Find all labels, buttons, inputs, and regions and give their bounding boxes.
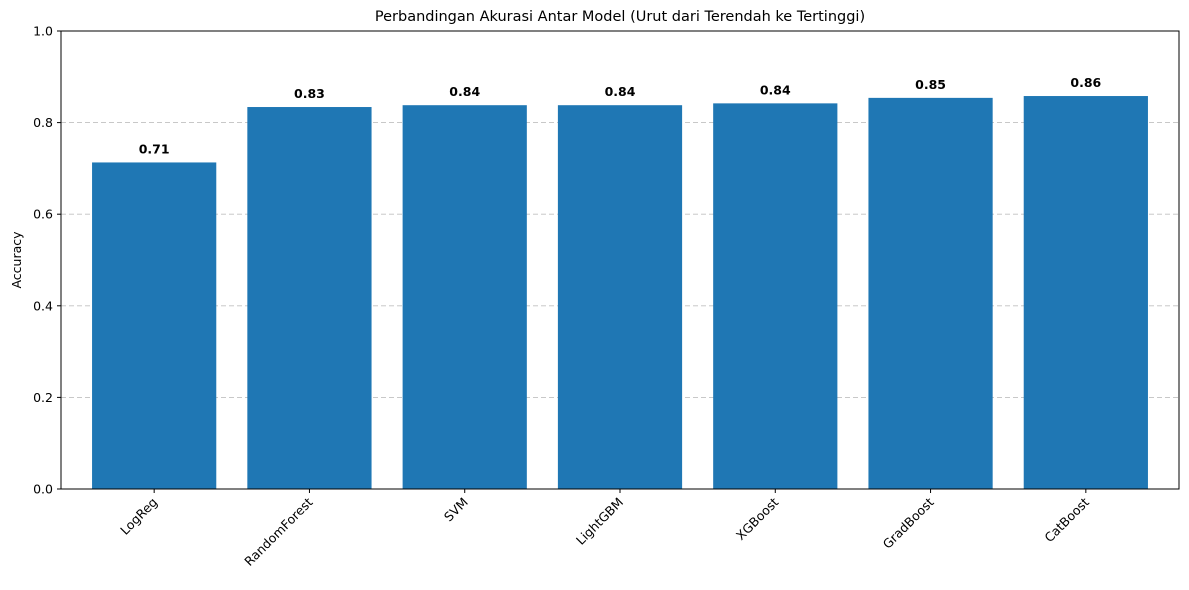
bar-value-label: 0.86 xyxy=(1070,75,1101,90)
y-axis-ticks: 0.0 0.2 0.4 0.6 0.8 1.0 xyxy=(33,24,61,497)
y-tick-label: 1.0 xyxy=(33,24,53,39)
x-tick-label: LightGBM xyxy=(573,495,626,548)
y-tick-label: 0.2 xyxy=(33,390,53,405)
x-tick-label: LogReg xyxy=(117,495,160,538)
bar-value-label: 0.85 xyxy=(915,77,946,92)
bar-lightgbm xyxy=(557,105,683,490)
chart-title: Perbandingan Akurasi Antar Model (Urut d… xyxy=(375,9,865,25)
bar-svm xyxy=(402,105,527,490)
x-axis-ticks: LogReg RandomForest SVM LightGBM XGBoost Grad… xyxy=(117,489,1092,569)
x-tick-label: SVM xyxy=(441,495,471,525)
y-tick-label: 0.6 xyxy=(33,207,53,222)
bar-randomforest xyxy=(247,107,372,489)
bar-layer xyxy=(92,96,1148,490)
y-tick-label: 0.0 xyxy=(33,482,53,497)
bar-xgboost xyxy=(713,103,838,489)
x-tick-label: RandomForest xyxy=(241,494,315,568)
data-labels: 0.71 0.83 0.84 0.84 0.84 0.85 0.86 xyxy=(139,75,1102,156)
y-tick-label: 0.8 xyxy=(33,115,53,130)
x-tick-label: CatBoost xyxy=(1041,494,1092,545)
bar-value-label: 0.83 xyxy=(294,86,325,101)
bar-value-label: 0.84 xyxy=(760,82,791,97)
bar-catboost xyxy=(1023,96,1148,489)
y-tick-label: 0.4 xyxy=(33,298,53,313)
y-axis-label: Accuracy xyxy=(9,231,24,289)
bar-value-label: 0.71 xyxy=(139,141,170,156)
bar-gradboost xyxy=(868,97,993,490)
bar-value-label: 0.84 xyxy=(605,84,636,99)
x-tick-label: XGBoost xyxy=(733,494,782,543)
x-tick-label: GradBoost xyxy=(880,494,937,551)
bar-value-label: 0.84 xyxy=(449,84,480,99)
bar-logreg xyxy=(92,162,217,490)
